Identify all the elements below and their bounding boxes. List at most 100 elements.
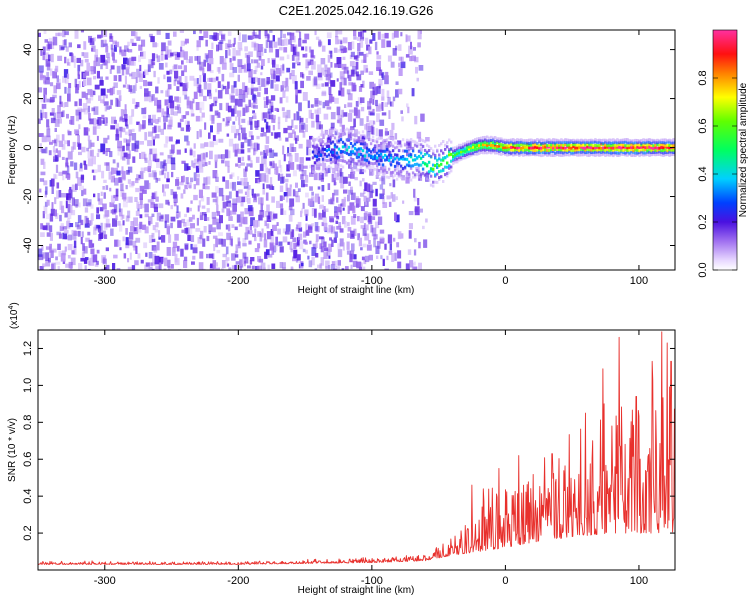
signal-cell	[648, 147, 651, 151]
signal-cell	[458, 151, 461, 155]
noise-cell	[147, 81, 153, 86]
noise-cell	[205, 54, 209, 63]
signal-cell	[658, 150, 661, 154]
noise-cell	[395, 81, 399, 85]
signal-cell	[630, 154, 633, 157]
noise-cell	[339, 151, 344, 158]
noise-cell	[221, 159, 225, 164]
noise-cell	[212, 170, 218, 179]
noise-cell	[295, 94, 298, 104]
noise-cell	[391, 122, 395, 130]
noise-cell	[342, 242, 345, 251]
noise-cell	[212, 198, 217, 203]
noise-cell	[248, 185, 251, 190]
noise-cell	[51, 202, 54, 210]
noise-cell	[49, 82, 54, 87]
noise-cell	[411, 88, 415, 97]
noise-cell	[57, 265, 60, 270]
noise-cell	[180, 127, 185, 132]
signal-cell	[381, 163, 385, 167]
noise-cell	[118, 203, 121, 213]
noise-cell	[137, 253, 141, 259]
noise-cell	[334, 206, 338, 213]
noise-cell	[258, 56, 262, 61]
signal-cell	[311, 144, 315, 148]
signal-cell	[620, 140, 623, 144]
noise-cell	[198, 200, 201, 208]
noise-cell	[208, 93, 213, 100]
noise-cell	[106, 106, 110, 110]
noise-cell	[123, 138, 128, 143]
noise-cell	[348, 181, 351, 186]
noise-cell	[56, 75, 59, 83]
noise-cell	[380, 143, 386, 153]
signal-cell	[478, 137, 481, 140]
signal-cell	[522, 148, 525, 152]
noise-cell	[305, 192, 309, 198]
signal-cell	[319, 171, 323, 175]
signal-cell	[323, 158, 327, 162]
signal-cell	[480, 141, 483, 145]
noise-cell	[303, 183, 308, 187]
spectrogram-noise-layer	[38, 30, 430, 270]
signal-cell	[558, 150, 561, 154]
signal-cell	[371, 162, 375, 166]
noise-cell	[67, 151, 73, 160]
signal-cell	[514, 139, 517, 143]
noise-cell	[257, 120, 260, 128]
noise-cell	[153, 125, 157, 133]
signal-cell	[464, 147, 467, 151]
noise-cell	[201, 205, 206, 209]
noise-cell	[294, 125, 298, 130]
noise-cell	[372, 33, 376, 41]
noise-cell	[257, 220, 260, 227]
noise-cell	[262, 132, 267, 137]
noise-cell	[99, 76, 103, 82]
noise-cell	[136, 223, 142, 233]
noise-cell	[355, 101, 359, 107]
signal-cell	[580, 150, 583, 154]
noise-cell	[352, 170, 356, 174]
signal-cell	[572, 141, 575, 145]
signal-cell	[632, 150, 635, 154]
noise-cell	[372, 198, 377, 207]
noise-cell	[173, 51, 178, 56]
noise-cell	[38, 87, 43, 93]
signal-cell	[544, 148, 547, 152]
signal-cell	[478, 148, 481, 152]
noise-cell	[90, 90, 94, 97]
noise-cell	[251, 265, 255, 270]
signal-cell	[367, 148, 371, 152]
noise-cell	[298, 102, 302, 112]
noise-cell	[63, 229, 69, 234]
noise-cell	[152, 42, 157, 48]
signal-cell	[652, 144, 655, 148]
signal-cell	[594, 140, 597, 144]
noise-cell	[357, 51, 360, 58]
noise-cell	[40, 223, 44, 230]
noise-cell	[266, 96, 269, 105]
noise-cell	[163, 159, 167, 166]
signal-cell	[580, 138, 583, 142]
noise-cell	[382, 258, 385, 266]
noise-cell	[153, 203, 158, 209]
noise-cell	[140, 204, 145, 209]
noise-cell	[84, 58, 89, 63]
noise-cell	[45, 135, 51, 142]
noise-cell	[70, 205, 73, 214]
noise-cell	[232, 211, 237, 215]
noise-cell	[291, 129, 295, 134]
noise-cell	[300, 80, 304, 89]
noise-cell	[340, 183, 345, 189]
noise-cell	[331, 239, 334, 247]
noise-cell	[285, 224, 291, 232]
signal-cell	[321, 168, 325, 172]
noise-cell	[225, 102, 229, 111]
signal-cell	[474, 145, 477, 149]
noise-cell	[289, 198, 295, 207]
signal-cell	[568, 148, 571, 151]
noise-cell	[326, 106, 332, 110]
noise-cell	[128, 49, 133, 53]
signal-cell	[434, 156, 437, 160]
signal-cell	[574, 148, 577, 152]
